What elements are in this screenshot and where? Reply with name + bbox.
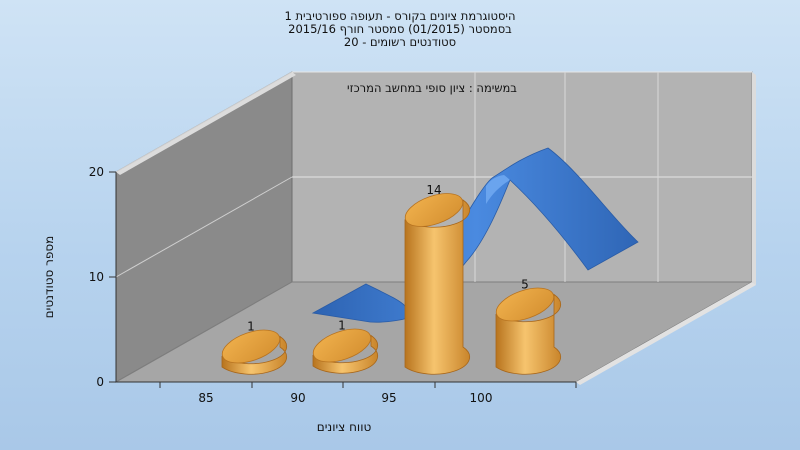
x-tick-label: 90 xyxy=(290,391,305,405)
bar-value-label: 1 xyxy=(247,320,255,334)
bar-body xyxy=(495,293,561,375)
x-axis-title: טווח ציונים xyxy=(317,420,372,434)
y-axis: 0 10 20 xyxy=(89,165,117,389)
y-axis-title: מספר סטודנטים xyxy=(42,236,56,319)
y-tick-label: 0 xyxy=(96,375,104,389)
x-tick-label: 100 xyxy=(470,391,493,405)
side-gridline xyxy=(115,71,293,173)
curve-highlight xyxy=(486,175,510,204)
bar-95: 14 xyxy=(404,183,470,375)
bar-value-label: 5 xyxy=(521,278,529,292)
bar-value-label: 14 xyxy=(426,183,441,197)
y-tick-label: 10 xyxy=(89,270,104,284)
x-tick-label: 85 xyxy=(198,391,213,405)
title-line-3: סטודנטים רשומים - 20 xyxy=(344,35,456,49)
bar-body xyxy=(404,199,470,375)
x-tick-label: 95 xyxy=(381,391,396,405)
x-axis: 85 90 95 100 xyxy=(116,381,577,405)
bar-90: 1 xyxy=(312,319,378,374)
bar-top xyxy=(495,287,555,322)
title-line-2: בסמסטר (01/2015) סמסטר חורף 2015/16 xyxy=(288,22,512,36)
bar-body xyxy=(312,334,378,374)
side-gridline xyxy=(115,176,293,278)
bar-top xyxy=(404,193,464,227)
chart-annotation: במשימה : ציון סופי במחשב המרכזי xyxy=(347,81,517,95)
y-tick-label: 20 xyxy=(89,165,104,179)
bar-top xyxy=(221,329,281,364)
bar-series: 1 1 14 5 xyxy=(221,183,561,375)
floor-edge xyxy=(576,282,756,385)
title-line-1: היסטוגרמת ציונים בקורס - תעופה ספורטיבית… xyxy=(284,9,515,23)
right-edge xyxy=(752,72,756,285)
chart-title: היסטוגרמת ציונים בקורס - תעופה ספורטיבית… xyxy=(284,9,515,49)
bar-top xyxy=(312,328,372,363)
top-edge xyxy=(116,72,296,175)
bar-100: 5 xyxy=(495,278,561,375)
bar-85: 1 xyxy=(221,320,287,375)
bar-body xyxy=(221,335,287,375)
bar-value-label: 1 xyxy=(338,319,346,333)
